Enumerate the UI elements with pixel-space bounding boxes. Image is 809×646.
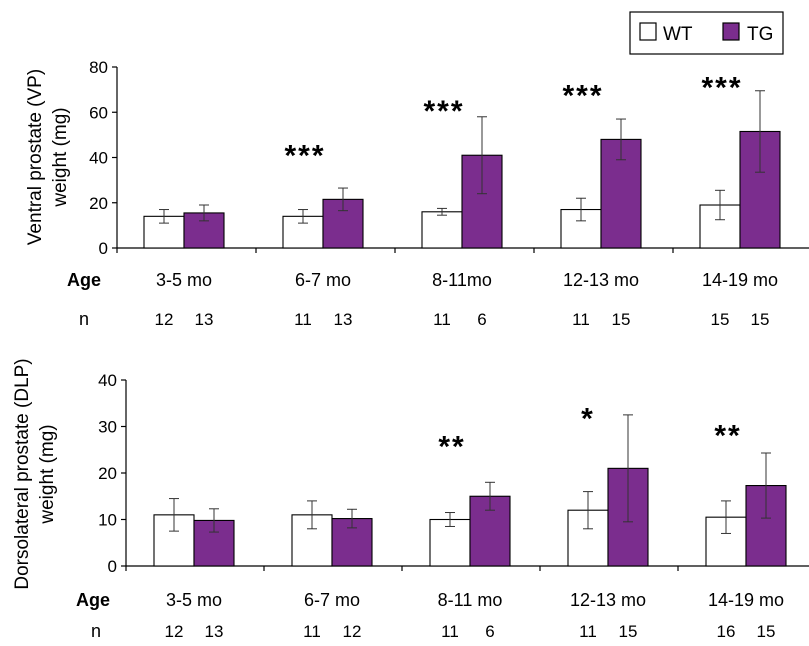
chart1-n-value: 15	[612, 310, 631, 329]
chart1-n-value: 12	[155, 310, 174, 329]
chart2-ytick-label: 40	[98, 371, 117, 390]
chart1-n-value: 15	[751, 310, 770, 329]
chart2-n-value: 13	[205, 622, 224, 641]
chart2-ylabel-line1: Dorsolateral prostate (DLP)	[12, 358, 33, 589]
chart1-category-label: 3-5 mo	[156, 270, 212, 290]
chart2-n-value: 15	[619, 622, 638, 641]
legend-label-wt: WT	[663, 24, 693, 45]
chart2-n-value: 12	[165, 622, 184, 641]
chart2-n-value: 12	[343, 622, 362, 641]
chart1-n-value: 13	[195, 310, 214, 329]
chart1-ylabel-line1: Ventral prostate (VP)	[25, 69, 46, 245]
chart1-category-label: 12-13 mo	[563, 270, 639, 290]
legend: WT TG	[629, 11, 784, 55]
chart1-ytick-label: 60	[89, 103, 108, 122]
legend-swatch-tg	[722, 22, 740, 41]
chart1-significance-marker: ***	[423, 95, 464, 128]
chart2-n-value: 15	[757, 622, 776, 641]
chart1-n-value: 11	[433, 310, 451, 329]
chart1-n-value: 15	[711, 310, 730, 329]
chart2-bar-wt	[429, 518, 471, 567]
chart2-n-value: 11	[579, 622, 597, 641]
chart1-category-label: 6-7 mo	[295, 270, 351, 290]
chart1-category-label: 8-11mo	[432, 270, 492, 290]
chart1-n-value: 6	[477, 310, 486, 329]
chart1-significance-marker: ***	[701, 71, 742, 104]
chart1-n-value: 11	[294, 310, 312, 329]
chart2-ytick-label: 10	[98, 511, 117, 530]
chart1-ytick-label: 80	[89, 58, 108, 77]
chart1-ytick-label: 20	[89, 194, 108, 213]
chart2-category-label: 8-11 mo	[438, 590, 503, 610]
chart1-n-label: n	[79, 309, 89, 329]
chart2-age-label: Age	[76, 590, 110, 610]
chart1-significance-marker: ***	[562, 79, 603, 112]
chart2-category-label: 12-13 mo	[570, 590, 646, 610]
chart1-n-value: 11	[572, 310, 590, 329]
chart2-n-value: 11	[303, 622, 321, 641]
chart2-ytick-label: 20	[98, 464, 117, 483]
chart2-ytick-label: 0	[108, 557, 117, 576]
chart1-ylabel-line2: weight (mg)	[50, 107, 71, 207]
chart2-ytick-label: 30	[98, 418, 117, 437]
chart2-n-value: 11	[441, 622, 459, 641]
chart2-significance-marker: **	[714, 420, 741, 453]
chart2-n-value: 6	[485, 622, 494, 641]
chart2-category-label: 6-7 mo	[304, 590, 360, 610]
chart1-ytick-label: 0	[99, 239, 108, 258]
chart1-ytick-label: 40	[89, 149, 108, 168]
chart1-category-label: 14-19 mo	[702, 270, 778, 290]
chart2-category-label: 3-5 mo	[166, 590, 222, 610]
legend-label-tg: TG	[747, 24, 773, 45]
chart2-significance-marker: **	[438, 430, 465, 463]
chart2-n-value: 16	[717, 622, 736, 641]
chart2-category-label: 14-19 mo	[708, 590, 784, 610]
chart2-ylabel-line2: weight (mg)	[37, 424, 58, 524]
chart1-n-value: 13	[334, 310, 353, 329]
chart1-age-label: Age	[67, 270, 101, 290]
chart1-bar-wt	[421, 211, 463, 249]
chart2-significance-marker: *	[581, 402, 595, 435]
chart1-significance-marker: ***	[284, 139, 325, 172]
chart2-n-label: n	[91, 621, 101, 641]
legend-swatch-wt	[639, 22, 657, 41]
